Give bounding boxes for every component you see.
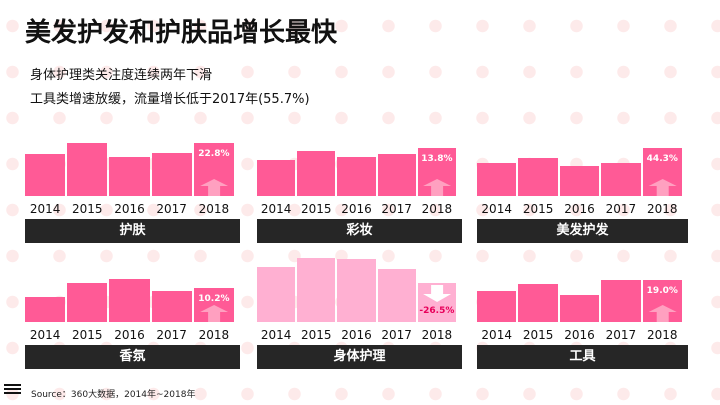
bar-2014 bbox=[25, 297, 66, 322]
x-tick-label: 2015 bbox=[301, 202, 332, 216]
x-tick-label: 2015 bbox=[72, 202, 103, 216]
subtitle-1: 身体护理类关注度连续两年下滑 bbox=[30, 68, 213, 83]
growth-label: 22.8% bbox=[198, 149, 230, 159]
arrow-up-icon bbox=[648, 179, 677, 196]
bar-2017 bbox=[377, 154, 416, 196]
x-axis: 2014 2015 2016 2017 2018 bbox=[477, 328, 688, 344]
bar-2015 bbox=[67, 143, 108, 196]
bar-2016 bbox=[109, 157, 150, 196]
menu-icon bbox=[4, 384, 21, 396]
chart-panel: 44.3% 2014 2015 2016 2017 2018 美发护发 bbox=[477, 130, 688, 246]
bar-2014 bbox=[477, 291, 517, 322]
x-tick-label: 2018 bbox=[198, 202, 230, 216]
bar-2017 bbox=[151, 153, 192, 196]
x-tick-label: 2018 bbox=[421, 328, 453, 342]
x-tick-label: 2016 bbox=[564, 328, 595, 342]
x-tick-label: 2017 bbox=[381, 328, 412, 342]
bar-2016 bbox=[109, 279, 150, 322]
bar-2015 bbox=[67, 283, 108, 322]
x-tick-label: 2014 bbox=[260, 328, 292, 342]
x-axis: 2014 2015 2016 2017 2018 bbox=[25, 202, 240, 218]
bar-2014 bbox=[257, 160, 296, 196]
x-tick-label: 2018 bbox=[647, 328, 678, 342]
x-tick-label: 2018 bbox=[421, 202, 453, 216]
chart-title: 护肤 bbox=[25, 219, 240, 243]
bar-area: -26.5% bbox=[257, 250, 462, 322]
x-tick-label: 2018 bbox=[647, 202, 678, 216]
arrow-up-icon bbox=[199, 305, 228, 322]
chart-title: 香氛 bbox=[25, 345, 240, 369]
growth-label: 19.0% bbox=[646, 286, 678, 296]
arrow-up-icon bbox=[422, 179, 451, 196]
bar-2017 bbox=[151, 291, 192, 322]
bar-2016 bbox=[337, 259, 376, 322]
x-tick-label: 2014 bbox=[481, 328, 512, 342]
x-tick-label: 2016 bbox=[341, 328, 372, 342]
chart-panel: 19.0% 2014 2015 2016 2017 2018 工具 bbox=[477, 250, 688, 372]
bar-2017 bbox=[377, 269, 416, 322]
x-tick-label: 2016 bbox=[341, 202, 372, 216]
bar-area: 22.8% bbox=[25, 130, 240, 196]
chart-title: 美发护发 bbox=[477, 219, 688, 243]
bar-2017 bbox=[601, 163, 641, 196]
x-tick-label: 2017 bbox=[605, 328, 637, 342]
x-tick-label: 2014 bbox=[29, 328, 61, 342]
bar-2017 bbox=[601, 280, 641, 322]
growth-label: 44.3% bbox=[646, 154, 678, 164]
bar-2015 bbox=[518, 284, 558, 322]
growth-label: -26.5% bbox=[419, 306, 455, 316]
chart-title: 工具 bbox=[477, 345, 688, 369]
x-tick-label: 2017 bbox=[381, 202, 412, 216]
x-tick-label: 2015 bbox=[301, 328, 332, 342]
x-tick-label: 2016 bbox=[114, 202, 145, 216]
x-tick-label: 2015 bbox=[72, 328, 103, 342]
arrow-down-icon bbox=[422, 285, 451, 302]
x-axis: 2014 2015 2016 2017 2018 bbox=[257, 202, 462, 218]
bar-2016 bbox=[559, 166, 600, 196]
chart-panel: 10.2% 2014 2015 2016 2017 2018 香氛 bbox=[25, 250, 240, 372]
x-tick-label: 2015 bbox=[522, 328, 554, 342]
bar-area: 19.0% bbox=[477, 250, 688, 322]
bar-2014 bbox=[257, 267, 296, 322]
chart-title: 彩妆 bbox=[257, 219, 462, 243]
bar-area: 44.3% bbox=[477, 130, 688, 196]
growth-label: 10.2% bbox=[198, 294, 230, 304]
x-tick-label: 2018 bbox=[198, 328, 230, 342]
bar-2014 bbox=[477, 163, 517, 196]
x-tick-label: 2017 bbox=[605, 202, 637, 216]
x-axis: 2014 2015 2016 2017 2018 bbox=[477, 202, 688, 218]
x-tick-label: 2016 bbox=[564, 202, 595, 216]
arrow-up-icon bbox=[199, 179, 228, 196]
x-tick-label: 2014 bbox=[260, 202, 292, 216]
x-tick-label: 2017 bbox=[156, 202, 187, 216]
x-axis: 2014 2015 2016 2017 2018 bbox=[257, 328, 462, 344]
bar-2014 bbox=[25, 154, 66, 196]
chart-title: 身体护理 bbox=[257, 345, 462, 369]
bar-2016 bbox=[337, 157, 376, 196]
bar-area: 10.2% bbox=[25, 250, 240, 322]
bar-2015 bbox=[297, 258, 336, 322]
bar-area: 13.8% bbox=[257, 130, 462, 196]
x-tick-label: 2014 bbox=[481, 202, 512, 216]
arrow-up-icon bbox=[648, 305, 677, 322]
x-tick-label: 2014 bbox=[29, 202, 61, 216]
bar-2015 bbox=[518, 158, 558, 196]
chart-panel: -26.5% 2014 2015 2016 2017 2018 身体护理 bbox=[257, 250, 462, 372]
page-title: 美发护发和护肤品增长最快 bbox=[25, 18, 338, 48]
x-axis: 2014 2015 2016 2017 2018 bbox=[25, 328, 240, 344]
bar-2015 bbox=[297, 151, 336, 196]
chart-panel: 22.8% 2014 2015 2016 2017 2018 护肤 bbox=[25, 130, 240, 246]
x-tick-label: 2017 bbox=[156, 328, 187, 342]
growth-label: 13.8% bbox=[421, 154, 453, 164]
x-tick-label: 2016 bbox=[114, 328, 145, 342]
source-note: Source：360大数据，2014年~2018年 bbox=[31, 390, 196, 400]
bar-2016 bbox=[559, 295, 600, 322]
x-tick-label: 2015 bbox=[522, 202, 554, 216]
subtitle-2: 工具类增速放缓，流量增长低于2017年(55.7%) bbox=[30, 92, 310, 107]
chart-panel: 13.8% 2014 2015 2016 2017 2018 彩妆 bbox=[257, 130, 462, 246]
